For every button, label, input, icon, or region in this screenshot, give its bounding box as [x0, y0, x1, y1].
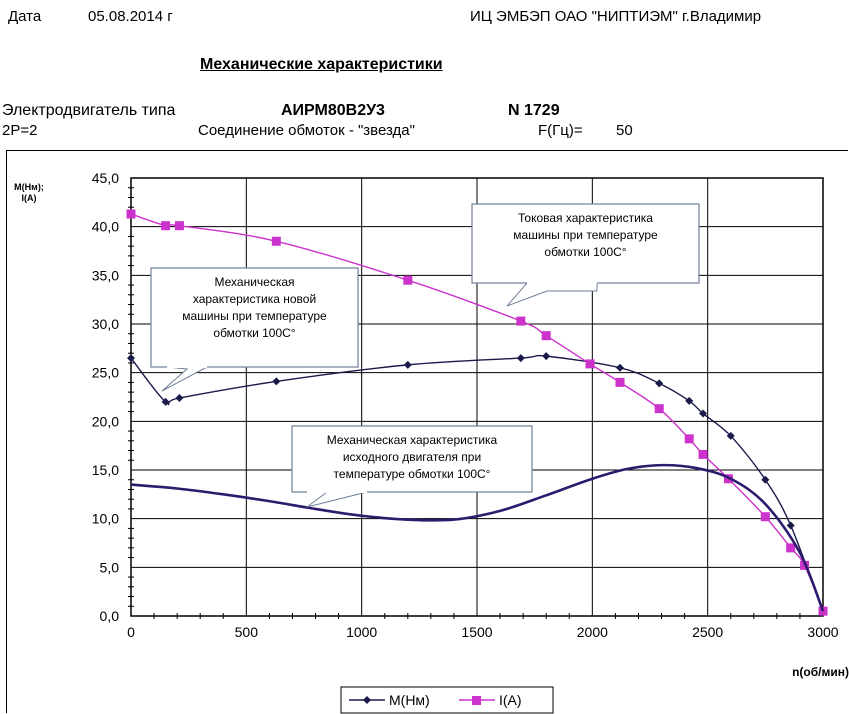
callout-new-machine-pointer	[161, 366, 208, 392]
current-point	[615, 377, 625, 387]
callout-new-machine-text: характеристика новой	[193, 292, 316, 306]
motor-type: АИРМ80В2У3	[281, 102, 385, 119]
x-tick-label: 3000	[807, 624, 838, 640]
legend-torque-marker	[363, 696, 371, 704]
plot-frame	[130, 177, 824, 617]
torque-point	[272, 377, 281, 386]
torque-point	[685, 396, 694, 405]
series-torque-line	[130, 354, 824, 612]
y-axis-label: I(A)	[22, 193, 37, 203]
current-point	[654, 404, 664, 414]
y-tick-label: 15,0	[92, 462, 119, 478]
current-point	[126, 209, 136, 219]
torque-point	[726, 431, 735, 440]
current-point	[271, 236, 281, 246]
chart-svg: 0,0 5,0 10,0 15,0 20,0 25,0 30,0 35,0 40,0 45,0 0 5…	[14, 170, 849, 714]
callout-original-motor-pointer	[306, 491, 368, 508]
poles: 2P=2	[2, 122, 38, 139]
callout-current-text: машины при температуре	[513, 228, 658, 242]
callout-new-machine-box	[150, 267, 359, 368]
current-point	[786, 543, 796, 553]
x-tick-label: 2000	[577, 624, 608, 640]
torque-point	[655, 379, 664, 388]
torque-point	[542, 352, 551, 361]
x-tick-label: 500	[235, 624, 259, 640]
torque-point	[516, 354, 525, 363]
torque-point	[175, 393, 184, 402]
callout-original-motor-box	[291, 425, 533, 493]
frequency-value: 50	[616, 122, 633, 139]
current-point	[698, 449, 708, 459]
current-point	[684, 434, 694, 444]
organization: ИЦ ЭМБЭП ОАО "НИПТИЭМ" г.Владимир	[470, 8, 762, 25]
y-tick-label: 45,0	[92, 170, 119, 186]
torque-point	[699, 409, 708, 418]
motor-label: Электродвигатель типа	[2, 102, 176, 119]
current-point	[516, 316, 526, 326]
y-tick-label: 10,0	[92, 511, 119, 527]
callout-new-machine-text: машины при температуре	[182, 309, 327, 323]
callout-original-motor-text: Механическая характеристика	[327, 433, 498, 447]
y-tick-label: 20,0	[92, 413, 119, 429]
callout-original-motor-text: температуре обмотки 100С°	[334, 467, 491, 481]
y-tick-label: 25,0	[92, 365, 119, 381]
callout-current-text: обмотки 100С°	[544, 245, 626, 259]
x-tick-label: 2500	[692, 624, 723, 640]
torque-point	[616, 363, 625, 372]
y-tick-label: 35,0	[92, 267, 119, 283]
torque-point	[127, 354, 135, 363]
current-point	[403, 275, 413, 285]
y-tick-label: 40,0	[92, 219, 119, 235]
legend-torque-label: M(Нм)	[389, 692, 430, 708]
legend-current-marker	[472, 696, 481, 705]
torque-point	[161, 397, 170, 406]
x-tick-label: 0	[127, 624, 135, 640]
torque-point	[761, 475, 770, 484]
torque-point	[786, 521, 795, 530]
callout-current-box	[471, 203, 700, 284]
torque-point	[403, 360, 412, 369]
date-value: 05.08.2014 г	[88, 8, 173, 25]
callout-current-pointer	[506, 282, 598, 307]
callout-new-machine-text: Механическая	[214, 275, 294, 289]
serial-number: N 1729	[508, 102, 560, 119]
callout-new-machine-text: обмотки 100С°	[213, 326, 295, 340]
y-axis-label: M(Нм);	[14, 182, 44, 192]
x-axis-label: n(об/мин)	[792, 665, 849, 679]
callout-current-text: Токовая характеристика	[518, 211, 653, 225]
legend-current-label: I(A)	[499, 692, 522, 708]
page-title: Механические характеристики	[200, 56, 443, 73]
callout-original-motor-text: исходного двигателя при	[343, 450, 481, 464]
winding-connection: Соединение обмоток - "звезда"	[198, 122, 415, 139]
y-tick-label: 5,0	[100, 559, 120, 575]
series-original-torque-line	[130, 463, 825, 612]
date-label: Дата	[8, 8, 42, 25]
current-point	[161, 221, 171, 231]
current-point	[174, 221, 184, 231]
y-tick-label: 30,0	[92, 316, 119, 332]
chart-area: 0,0 5,0 10,0 15,0 20,0 25,0 30,0 35,0 40,0 45,0 0 5…	[6, 150, 849, 714]
x-tick-label: 1000	[346, 624, 377, 640]
y-tick-label: 0,0	[100, 608, 120, 624]
frequency-label: F(Гц)=	[538, 122, 583, 139]
current-point	[585, 359, 595, 369]
x-tick-label: 1500	[461, 624, 492, 640]
current-point	[760, 512, 770, 522]
current-point	[541, 331, 551, 341]
